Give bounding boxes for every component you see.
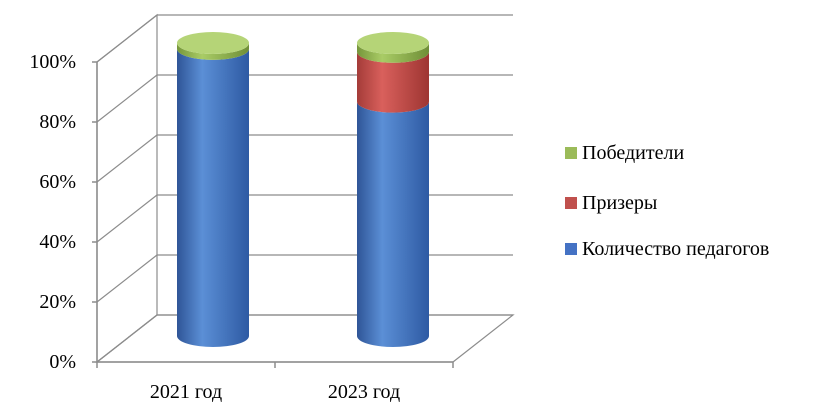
bar-top-cap-1 bbox=[357, 32, 429, 54]
bar-segment-prize-winners-1 bbox=[357, 51, 429, 113]
legend: Победители Призеры Количество педагогов bbox=[565, 142, 769, 260]
gridline-side bbox=[96, 134, 158, 183]
legend-swatch bbox=[565, 197, 577, 209]
legend-swatch bbox=[565, 243, 577, 255]
x-category-label: 2023 год bbox=[328, 381, 400, 403]
bar-segment-teachers-1 bbox=[357, 101, 429, 347]
y-tick-label: 80% bbox=[39, 111, 76, 133]
bars bbox=[177, 32, 429, 348]
gridline-side bbox=[96, 254, 158, 303]
gridline-side bbox=[96, 14, 158, 63]
x-category-label: 2021 год bbox=[150, 381, 222, 403]
gridline-side bbox=[96, 194, 158, 243]
legend-label: Победители bbox=[582, 142, 684, 164]
y-tick-label: 20% bbox=[39, 291, 76, 313]
gridlines bbox=[96, 14, 513, 363]
y-tick-label: 40% bbox=[39, 231, 76, 253]
legend-swatch bbox=[565, 147, 577, 159]
y-tick-label: 60% bbox=[39, 171, 76, 193]
legend-label: Количество педагогов bbox=[582, 238, 769, 260]
bar-segment-winners-0 bbox=[177, 43, 249, 60]
bar-top-cap-0 bbox=[177, 32, 249, 54]
x-axis-category-labels: 2021 год 2023 год bbox=[150, 381, 400, 403]
floor bbox=[95, 314, 515, 363]
gridline-side bbox=[96, 314, 158, 363]
y-tick-label: 100% bbox=[29, 51, 76, 73]
y-tick-label: 0% bbox=[49, 351, 76, 373]
side-wall bbox=[96, 13, 158, 364]
axis-lines bbox=[92, 61, 454, 368]
chart-walls bbox=[95, 13, 515, 364]
legend-label: Призеры bbox=[582, 192, 657, 214]
bar-segment-teachers-0 bbox=[177, 48, 249, 348]
bar-segment-winners-1 bbox=[357, 43, 429, 63]
gridline-side bbox=[96, 74, 158, 123]
y-axis-tick-labels: 0% 20% 40% 60% 80% 100% bbox=[29, 51, 76, 373]
